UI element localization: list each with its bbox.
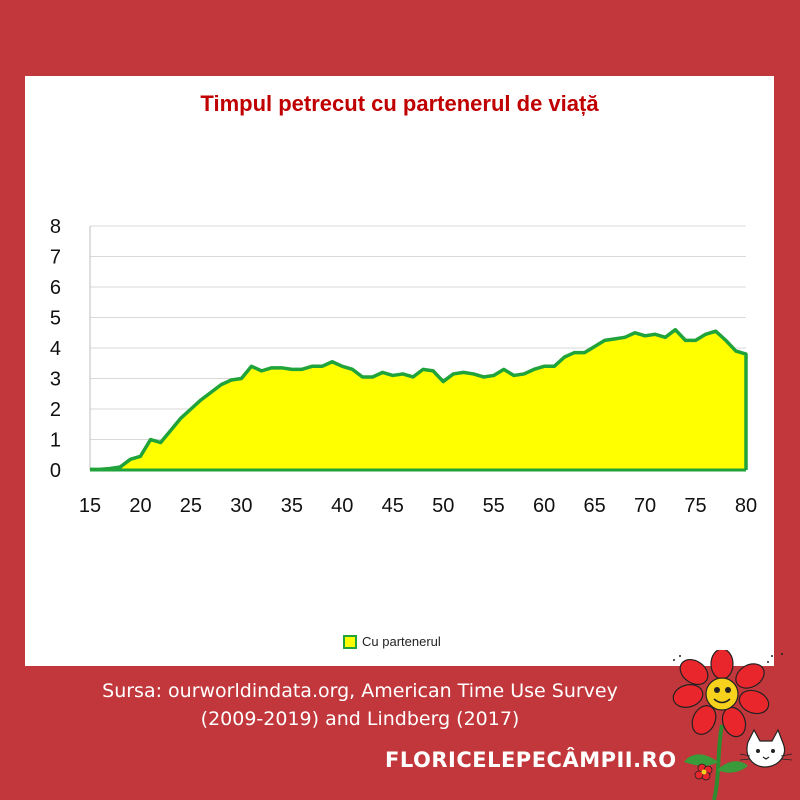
x-tick-label: 20 (129, 495, 151, 517)
x-tick-label: 65 (583, 495, 605, 517)
legend-label: Cu partenerul (362, 634, 441, 649)
x-tick-label: 40 (331, 495, 353, 517)
y-tick-label: 3 (50, 369, 61, 391)
y-tick-label: 2 (50, 399, 61, 421)
y-tick-label: 0 (50, 460, 61, 482)
x-tick-label: 25 (180, 495, 202, 517)
x-tick-label: 80 (735, 495, 757, 517)
brand-text: FLORICELEPECÂMPII.RO (385, 748, 677, 772)
area-fill (90, 329, 746, 470)
x-tick-label: 60 (533, 495, 555, 517)
y-tick-label: 6 (50, 277, 61, 299)
red-flower-and-cat-icon (672, 650, 793, 800)
x-tick-label: 70 (634, 495, 656, 517)
legend-swatch (343, 634, 357, 649)
x-tick-label: 30 (230, 495, 252, 517)
source-line-2: (2009-2019) and Lindberg (2017) (200, 708, 520, 730)
x-tick-label: 35 (281, 495, 303, 517)
x-tick-label: 55 (483, 495, 505, 517)
source-note: Sursa: ourworldindata.org, American Time… (60, 677, 660, 733)
y-tick-label: 5 (50, 308, 61, 330)
y-tick-label: 8 (50, 216, 61, 238)
chart-title: Timpul petrecut cu partenerul de viață (200, 91, 599, 116)
x-tick-label: 50 (432, 495, 454, 517)
chart-panel: Timpul petrecut cu partenerul de viață 0… (25, 76, 774, 666)
x-tick-label: 75 (684, 495, 706, 517)
y-tick-label: 4 (50, 338, 61, 360)
legend: Cu partenerul (343, 634, 441, 649)
source-line-1: Sursa: ourworldindata.org, American Time… (102, 680, 618, 702)
y-tick-label: 1 (50, 430, 61, 452)
x-tick-label: 45 (382, 495, 404, 517)
x-tick-label: 15 (79, 495, 101, 517)
y-tick-label: 7 (50, 247, 61, 269)
